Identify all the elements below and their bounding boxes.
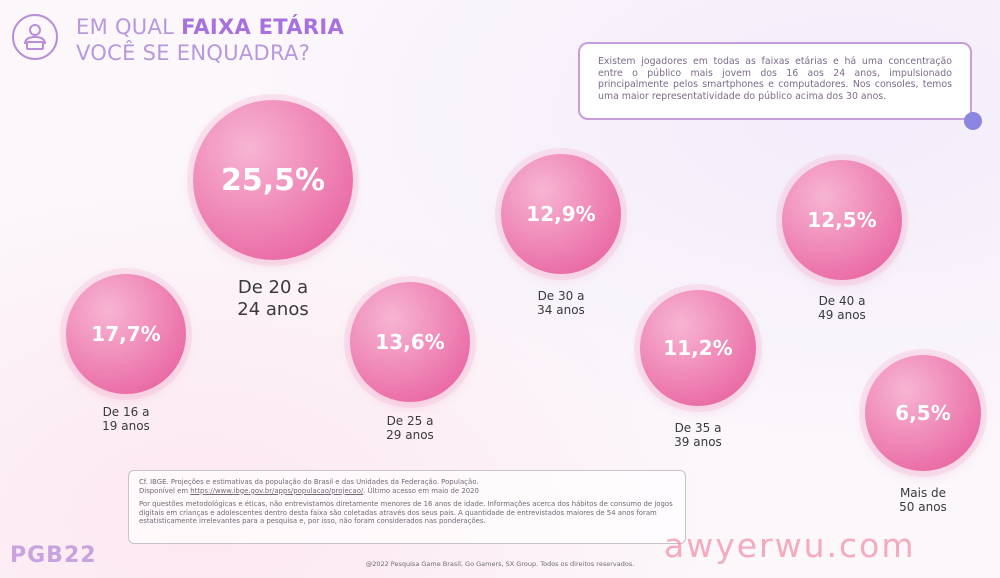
title-highlight: FAIXA ETÁRIA [181,15,344,39]
bubble-30-34: 12,9% [501,154,621,274]
page-title: EM QUAL FAIXA ETÁRIA VOCÊ SE ENQUADRA? [76,14,344,66]
label-35-39: De 35 a 39 anos [674,421,722,449]
footnote-source-line-1: Cf. IBGE. Projeções e estimativas da pop… [139,478,479,486]
insight-note: Existem jogadores em todas as faixas etá… [578,42,972,120]
copyright: @2022 Pesquisa Game Brasil, Go Gamers, S… [365,560,635,568]
bubble-40-49: 12,5% [782,160,902,280]
bubble-16-19: 17,7% [66,274,186,394]
footnote-source: Cf. IBGE. Projeções e estimativas da pop… [139,478,675,495]
watermark: awyerwu.com [664,526,916,565]
pgb22-logo: PGB22 [10,543,97,568]
person-laptop-icon-graphic [24,24,46,50]
bubble-20-24: 25,5% [193,100,353,260]
title-line-2: VOCÊ SE ENQUADRA? [76,41,311,65]
title-prefix: EM QUAL [76,15,182,39]
bubble-25-29: 13,6% [350,282,470,402]
note-dot [964,112,982,130]
footnote-source-prefix: Disponível em [139,486,191,495]
label-40-49: De 40 a 49 anos [818,294,866,322]
label-20-24: De 20 a 24 anos [237,277,309,320]
label-50-plus: Mais de 50 anos [899,486,947,514]
person-laptop-icon [12,14,58,60]
bubble-35-39: 11,2% [640,290,756,406]
label-25-29: De 25 a 29 anos [386,414,434,442]
footnote-box: Cf. IBGE. Projeções e estimativas da pop… [128,470,686,544]
footnote-source-suffix: . Último acesso em maio de 2020 [363,486,479,495]
footnote-method: Por questões metodológicas e éticas, não… [139,500,673,526]
bubble-50-plus: 6,5% [865,355,981,471]
ibge-link[interactable]: https://www.ibge.gov.br/apps/populacao/p… [190,486,364,495]
label-16-19: De 16 a 19 anos [102,405,150,433]
label-30-34: De 30 a 34 anos [537,289,585,317]
